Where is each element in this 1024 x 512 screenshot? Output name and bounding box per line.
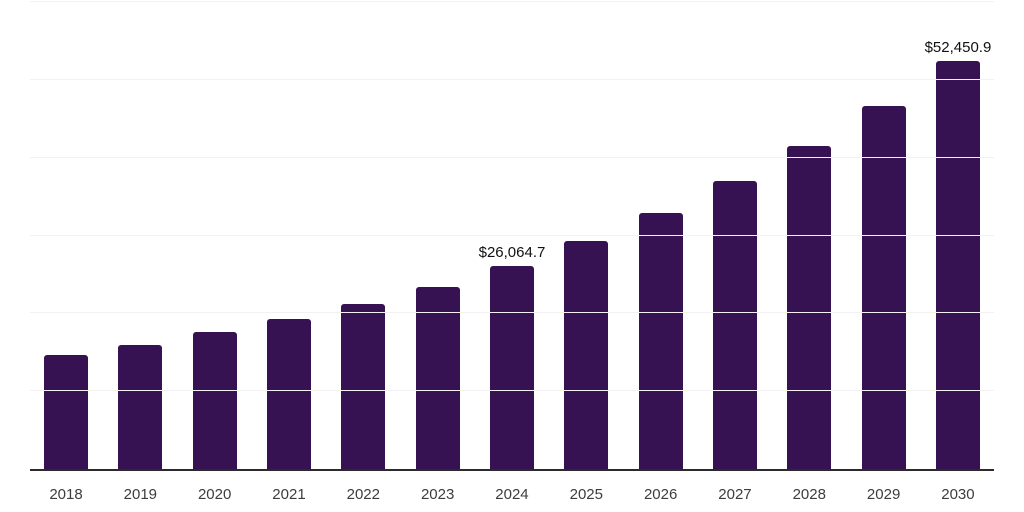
bar-series: $26,064.7 $52,450.9 (30, 2, 994, 469)
x-tick-2029: 2029 (866, 486, 901, 503)
bar-2025[interactable] (564, 240, 609, 469)
x-tick-2026: 2026 (643, 486, 678, 503)
bar-2028[interactable] (787, 146, 832, 469)
bar-2029[interactable] (861, 105, 906, 469)
bar-2018[interactable] (44, 354, 88, 469)
x-tick-2028: 2028 (792, 486, 826, 503)
bar-2024[interactable]: $26,064.7 (479, 244, 545, 469)
bar-2023[interactable] (415, 286, 460, 469)
x-tick-2021: 2021 (272, 486, 306, 503)
gridline-20000 (30, 312, 994, 314)
bar-2027[interactable] (712, 181, 757, 469)
x-tick-2025: 2025 (569, 486, 603, 503)
bar-2021[interactable] (266, 318, 311, 469)
bar-2022[interactable] (341, 304, 386, 469)
gridline-30000 (30, 234, 994, 236)
x-tick-2018: 2018 (49, 486, 83, 503)
x-tick-2020: 2020 (197, 486, 232, 503)
bar-value-label-2024: $26,064.7 (478, 244, 546, 262)
gridline-60000 (30, 1, 994, 2)
bar-2020[interactable] (192, 332, 237, 469)
bar-2026[interactable] (638, 212, 683, 469)
gridline-50000 (30, 78, 994, 80)
bar-value-label-2030: $52,450.9 (924, 38, 992, 56)
x-tick-2022: 2022 (346, 486, 380, 503)
x-tick-2019: 2019 (123, 486, 158, 503)
gridline-10000 (30, 390, 994, 392)
bar-2030[interactable]: $52,450.9 (925, 39, 991, 469)
x-tick-2027: 2027 (718, 486, 752, 503)
plot-area: $26,064.7 $52,450.9 (30, 1, 994, 471)
x-axis-labels: 2018 2019 2020 2021 2022 2023 2024 2025 2026 2027… (30, 471, 994, 503)
x-tick-2023: 2023 (420, 486, 455, 503)
x-tick-2024: 2024 (495, 486, 529, 503)
bar-2019[interactable] (118, 344, 163, 469)
x-tick-2030: 2030 (941, 486, 975, 503)
gridline-40000 (30, 156, 994, 158)
